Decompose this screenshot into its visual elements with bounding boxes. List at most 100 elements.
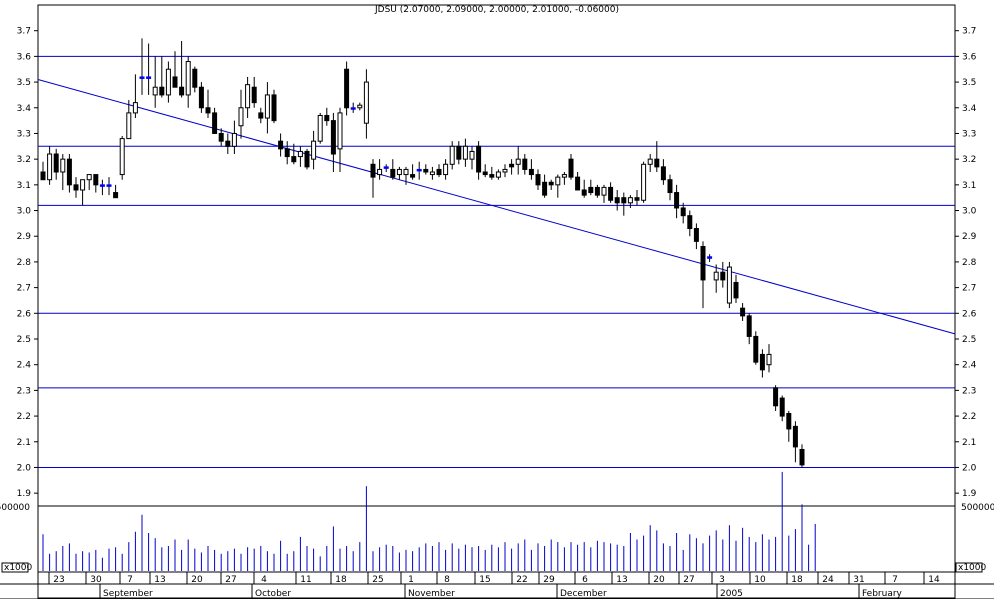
day-label: 7	[127, 575, 133, 585]
candle	[594, 184, 600, 198]
candle	[674, 184, 680, 219]
candle	[231, 120, 237, 155]
candle	[469, 146, 475, 170]
price-tick-label-left: 3.6	[17, 52, 32, 62]
candle-body	[495, 171, 501, 178]
candle-body	[429, 171, 435, 176]
candle	[311, 130, 317, 170]
price-tick-label-left: 2.3	[17, 386, 31, 396]
candle	[304, 148, 310, 170]
candle	[172, 51, 178, 88]
candle-body	[80, 179, 86, 191]
candle-body	[799, 448, 805, 466]
candle-body	[363, 81, 369, 124]
price-tick-label-left: 2.1	[17, 438, 31, 448]
candle-body	[212, 112, 218, 134]
candle	[654, 141, 660, 172]
price-tick-label-left: 2.2	[17, 412, 31, 422]
day-label: 22	[516, 575, 527, 585]
candle	[159, 56, 165, 98]
price-tick-label-right: 2.2	[962, 412, 976, 422]
candle-body	[185, 61, 191, 96]
volume-unit-box-left	[1, 562, 29, 573]
candle-body	[594, 186, 600, 196]
candle-body	[786, 413, 792, 430]
candle	[271, 89, 277, 124]
candle-body	[66, 158, 72, 186]
candle-body	[271, 94, 277, 122]
candle	[363, 69, 369, 139]
candle	[390, 159, 396, 180]
candle-body	[779, 397, 785, 417]
candle-body	[218, 132, 224, 142]
candle	[548, 179, 554, 190]
day-label: 11	[300, 575, 311, 585]
candle-body	[93, 174, 99, 186]
candle	[377, 159, 383, 180]
candle-body	[482, 171, 488, 176]
candle	[542, 174, 548, 198]
candle-body	[568, 158, 574, 178]
candle-body	[667, 179, 673, 194]
candle	[660, 159, 666, 185]
candle-body	[740, 307, 746, 317]
candle	[330, 112, 336, 172]
day-label: 31	[853, 575, 864, 585]
chart-title: JDSU (2.07000, 2.09000, 2.00000, 2.01000…	[374, 5, 619, 15]
candle-body	[641, 163, 647, 201]
candle-body	[344, 68, 350, 109]
candle	[297, 146, 303, 167]
price-tick-label-left: 2.0	[17, 463, 32, 473]
candle-body	[119, 138, 125, 176]
candle	[700, 241, 706, 309]
price-tick-label-left: 2.5	[17, 335, 31, 345]
volume-unit-label-right: x1000	[958, 563, 987, 573]
candle	[258, 107, 264, 124]
candle	[324, 107, 330, 126]
candle	[740, 303, 746, 322]
candle	[449, 141, 455, 170]
candle	[766, 344, 772, 373]
candle	[337, 107, 343, 172]
candle	[99, 179, 105, 196]
price-tick-label-left: 2.9	[17, 232, 32, 242]
candle-body	[693, 228, 699, 242]
candle-body	[674, 192, 680, 209]
price-tick-label-right: 3.0	[962, 207, 977, 217]
day-label: 30	[90, 575, 102, 585]
candle-body	[443, 163, 449, 176]
price-tick-label-left: 3.7	[17, 27, 31, 37]
candle-body	[713, 271, 719, 281]
candle-body	[608, 186, 614, 201]
candle-body	[515, 158, 521, 165]
x-axis: 23 30 7 13 20 27 4 11 18 25 1 8 15 22 29 6 13 20 27 3 10 18 24…	[0, 571, 994, 599]
volume-unit-box-right	[955, 562, 983, 573]
candle	[443, 159, 449, 180]
candle-body	[357, 104, 363, 109]
candle-body	[225, 140, 231, 147]
candle	[535, 169, 541, 190]
candle-body	[509, 163, 515, 168]
candle	[291, 143, 297, 165]
volume-tick-label-left: 500000	[0, 503, 30, 513]
candle	[132, 74, 138, 119]
candle-body	[383, 166, 389, 169]
candle-body	[548, 181, 554, 186]
candle-body	[575, 176, 581, 191]
candle-body	[601, 186, 607, 196]
day-label: 3	[719, 575, 725, 585]
candle	[139, 38, 145, 95]
candle-body	[152, 86, 158, 96]
candle	[515, 146, 521, 175]
candle	[436, 164, 442, 178]
candle	[608, 182, 614, 203]
candle-body	[469, 150, 475, 160]
candle-body	[621, 197, 627, 204]
candle-body	[40, 171, 46, 181]
candle	[146, 43, 152, 95]
candle-body	[258, 112, 264, 119]
price-tick-label-right: 3.3	[962, 129, 976, 139]
candle	[66, 154, 72, 193]
day-label: 25	[372, 575, 383, 585]
